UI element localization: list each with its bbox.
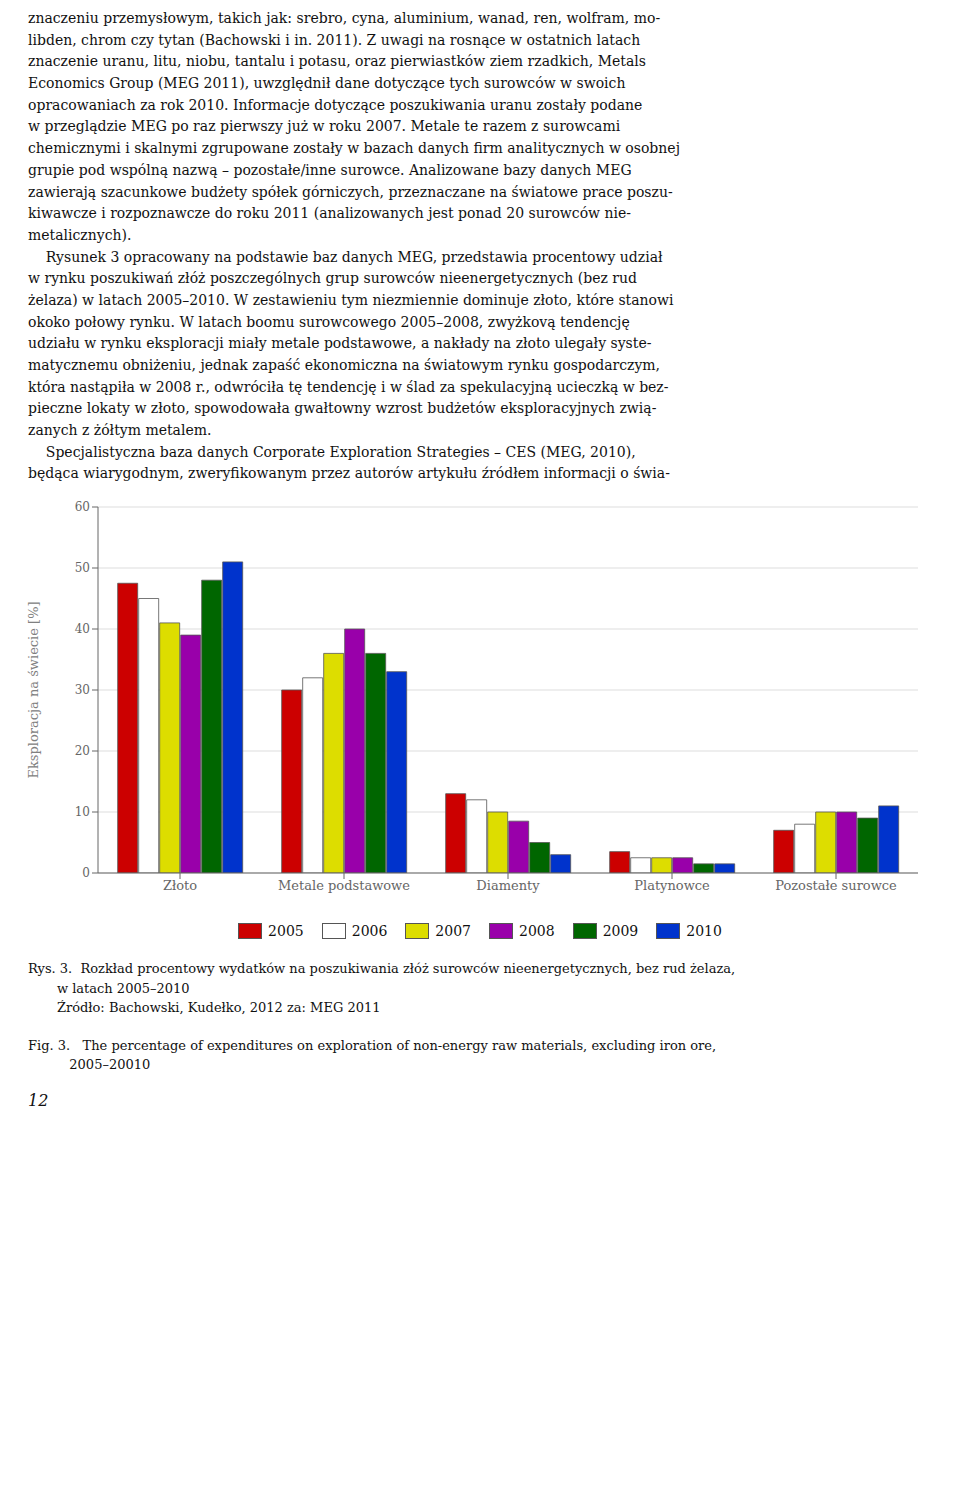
svg-text:30: 30 [75, 683, 90, 697]
html-text:2005: 2005 [268, 923, 304, 940]
svg-text:Złoto: Złoto [163, 878, 197, 893]
html-text:Fig. 3. The percentage of expe: Fig. 3. The percentage of expenditures o… [28, 1037, 717, 1053]
html-text:2007: 2007 [435, 923, 471, 940]
svg-text:40: 40 [75, 622, 90, 636]
svg-text:Platynowce: Platynowce [634, 878, 710, 893]
html-text:2008: 2008 [519, 923, 555, 940]
html-text:w latach 2005–2010: w latach 2005–2010 [28, 980, 190, 996]
svg-text:Diamenty: Diamenty [476, 878, 540, 893]
html-text:12: 12 [28, 1090, 49, 1110]
svg-text:20: 20 [75, 744, 90, 758]
svg-text:60: 60 [75, 500, 90, 514]
html-text:Rysunek 3 opracowany na podsta: Rysunek 3 opracowany na podstawie baz da… [28, 248, 674, 439]
svg-text:Pozostałe surowce: Pozostałe surowce [775, 878, 897, 893]
svg-text:0: 0 [82, 866, 90, 880]
html-text:Źródło: Bachowski, Kudełko, 20: Źródło: Bachowski, Kudełko, 2012 za: MEG… [28, 1000, 381, 1016]
svg-text:50: 50 [75, 561, 90, 575]
html-text:Specjalistyczna baza danych Co: Specjalistyczna baza danych Corporate Ex… [28, 443, 670, 482]
html-text:2010: 2010 [686, 923, 722, 940]
html-text:2009: 2009 [602, 923, 639, 940]
html-text:2006: 2006 [351, 923, 388, 940]
svg-text:Metale podstawowe: Metale podstawowe [278, 878, 410, 893]
html-text:znaczeniu przemysłowym, takich: znaczeniu przemysłowym, takich jak: sreb… [28, 10, 680, 243]
html-text:2005–20010: 2005–20010 [28, 1057, 151, 1073]
svg-text:Eksploracja na świecie [%]: Eksploracja na świecie [%] [26, 602, 41, 779]
html-text:Rys. 3. Rozkład procentowy wyd: Rys. 3. Rozkład procentowy wydatków na p… [28, 961, 736, 977]
svg-text:10: 10 [75, 805, 90, 819]
